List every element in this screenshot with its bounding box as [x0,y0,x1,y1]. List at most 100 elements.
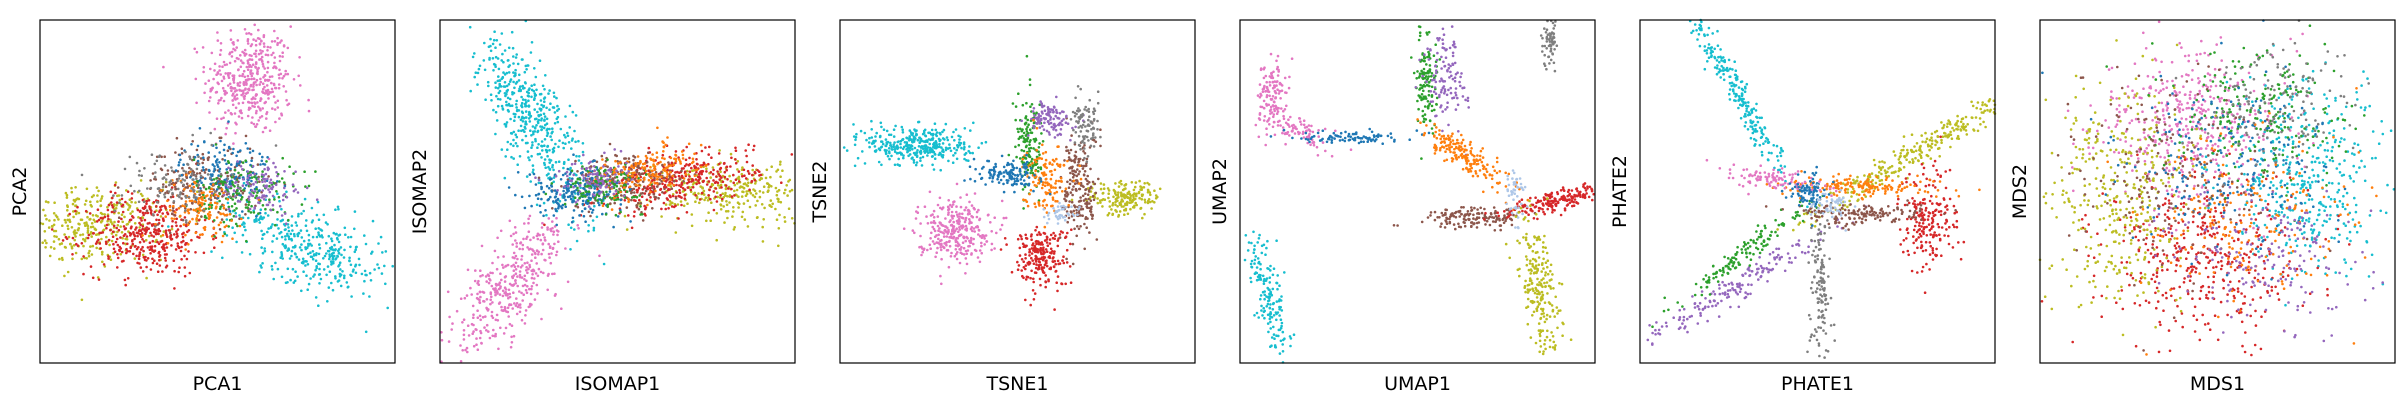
data-point [632,215,636,218]
data-point [709,176,712,179]
data-point [661,182,664,186]
data-point [257,28,260,32]
data-point [933,157,937,160]
data-point [516,265,520,268]
data-point [224,72,227,75]
data-point [635,204,638,207]
data-point [508,322,512,326]
data-point [622,165,625,169]
data-point [134,228,137,231]
data-point [269,226,273,230]
data-point [654,196,658,199]
data-point [716,170,719,173]
data-point [250,58,254,61]
data-point [45,217,48,221]
data-point [215,146,218,150]
data-point [608,190,612,193]
data-point [491,42,495,46]
data-point [322,213,326,217]
data-point [526,235,529,239]
data-point [278,76,281,80]
data-point [314,259,318,263]
data-point [667,187,670,191]
data-point [126,222,129,226]
data-point [238,187,242,190]
data-point [231,151,234,155]
data-point [157,218,161,222]
data-point [156,240,159,244]
data-point [266,49,269,52]
data-point [202,193,205,197]
data-point [648,174,651,177]
data-point [944,148,948,152]
data-point [207,197,211,201]
data-point [141,194,144,198]
data-point [900,152,903,155]
data-point [688,175,691,178]
data-point [637,207,641,211]
data-point [536,129,540,133]
data-point [180,147,184,150]
data-point [233,59,237,63]
data-point [306,246,309,249]
data-point [554,195,558,198]
data-point [260,159,264,163]
data-point [296,191,300,194]
data-point [48,254,52,258]
data-point [459,297,463,301]
data-point [261,180,264,183]
data-point [175,208,178,211]
data-point [84,199,88,203]
data-point [80,298,84,302]
data-point [270,53,273,57]
data-point [535,249,539,253]
data-point [219,175,223,178]
data-point [643,166,647,169]
data-point [473,75,477,79]
data-point [498,43,502,46]
data-point [248,147,252,151]
data-point [666,172,669,176]
data-point [671,174,674,178]
data-point [928,142,931,146]
data-point [228,195,232,198]
data-point [226,198,230,201]
data-point [288,257,292,260]
data-point [562,195,565,198]
data-point [213,165,216,168]
data-point [710,156,713,159]
data-point [503,275,507,279]
data-point [162,247,165,251]
data-point [175,232,179,236]
data-point [170,227,174,231]
data-point [440,338,444,342]
data-point [170,182,173,186]
data-point [121,236,124,240]
data-point [337,249,340,253]
data-point [511,256,515,259]
data-point [539,238,543,242]
data-point [86,224,90,228]
data-point [629,220,632,223]
data-point [175,230,178,233]
data-point [472,313,475,317]
data-point [195,217,198,221]
data-point [527,230,531,233]
data-point [278,117,281,120]
data-point [240,251,244,254]
data-point [517,129,520,132]
data-point [514,231,518,234]
data-point [263,249,267,253]
data-point [229,184,233,188]
data-point [655,175,658,178]
data-point [690,213,694,216]
data-point [261,262,264,265]
data-point [250,43,254,46]
data-point [693,152,696,156]
data-point [718,149,721,152]
data-point [360,272,364,276]
data-point [153,228,156,231]
data-point [649,165,652,169]
data-point [118,245,121,249]
data-point [490,295,493,299]
